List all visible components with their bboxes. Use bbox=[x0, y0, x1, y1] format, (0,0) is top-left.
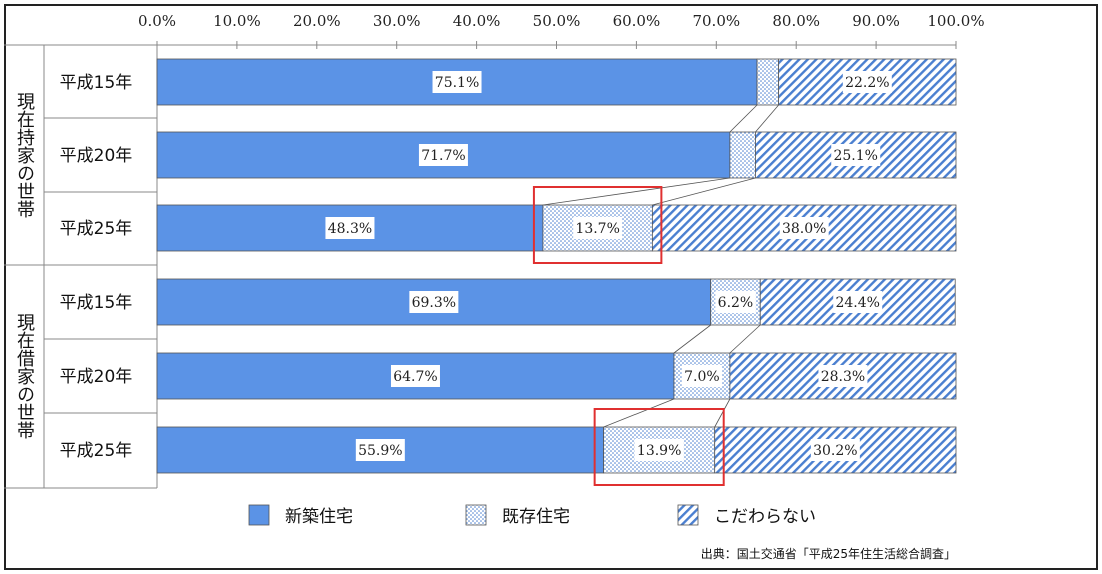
value-label: 13.9% bbox=[637, 443, 681, 459]
row-label: 平成20年 bbox=[60, 146, 133, 166]
row-label: 平成20年 bbox=[60, 367, 133, 387]
value-label: 71.7% bbox=[421, 148, 465, 164]
value-label-bg bbox=[779, 217, 829, 239]
legend-label: 新築住宅 bbox=[285, 507, 353, 527]
row-labels: 現在持家の世帯現在借家の世帯平成15年平成20年平成25年平成15年平成20年平… bbox=[4, 44, 157, 489]
bar-segment bbox=[729, 131, 756, 179]
value-label: 55.9% bbox=[358, 443, 402, 459]
legend: 新築住宅 既存住宅 こだわらない bbox=[248, 504, 816, 527]
connector-line bbox=[714, 398, 731, 428]
x-tick-label: 60.0% bbox=[613, 12, 661, 30]
value-label: 64.7% bbox=[393, 369, 437, 385]
value-label-bg bbox=[418, 144, 468, 166]
x-axis: 0.0% 10.0% 20.0% 30.0% 40.0% 50.0% 60.0% 70.0% 8… bbox=[138, 12, 985, 488]
value-label-bg bbox=[390, 365, 440, 387]
row-label: 平成15年 bbox=[60, 293, 133, 313]
row-label: 平成25年 bbox=[60, 219, 133, 239]
x-tick-label: 70.0% bbox=[692, 12, 740, 30]
legend-swatch bbox=[465, 504, 487, 526]
row-label: 平成25年 bbox=[60, 441, 133, 461]
value-label: 38.0% bbox=[782, 221, 826, 237]
chart-frame bbox=[4, 4, 1098, 570]
legend-label: こだわらない bbox=[714, 507, 816, 527]
value-label: 7.0% bbox=[684, 369, 720, 385]
x-tick-label: 40.0% bbox=[453, 12, 501, 30]
x-tick-label: 30.0% bbox=[373, 12, 421, 30]
value-label: 28.3% bbox=[821, 369, 865, 385]
value-label-bg bbox=[325, 217, 375, 239]
x-tick-label: 90.0% bbox=[852, 12, 900, 30]
value-label-bg bbox=[818, 365, 868, 387]
value-label-bg bbox=[681, 365, 723, 387]
highlight-box bbox=[532, 186, 663, 264]
connector-line bbox=[755, 104, 779, 133]
legend-label: 既存住宅 bbox=[502, 507, 570, 527]
value-label: 6.2% bbox=[718, 295, 754, 311]
x-tick-label: 10.0% bbox=[213, 12, 261, 30]
value-label: 69.3% bbox=[412, 295, 456, 311]
x-tick-label: 100.0% bbox=[927, 12, 984, 30]
value-label-bg bbox=[833, 291, 883, 313]
x-tick-label: 50.0% bbox=[533, 12, 581, 30]
group-label: 現在持家の世帯 bbox=[14, 92, 35, 218]
x-tick-label: 80.0% bbox=[772, 12, 820, 30]
value-label: 24.4% bbox=[835, 295, 879, 311]
value-label-bg bbox=[573, 217, 623, 239]
connector-line bbox=[652, 177, 756, 206]
value-label-bg bbox=[810, 439, 860, 461]
value-label-bg bbox=[432, 71, 482, 93]
value-label-bg bbox=[355, 439, 405, 461]
value-label-bg bbox=[409, 291, 459, 313]
connector-line bbox=[729, 324, 761, 354]
value-label: 30.2% bbox=[813, 443, 857, 459]
bar-segment bbox=[756, 58, 780, 106]
value-label-bg bbox=[634, 439, 684, 461]
bars: 75.1% 22.2% 71.7% 25.1% 48.3% 13.7% 38.0% 69.3%… bbox=[156, 58, 957, 486]
x-tick-label: 0.0% bbox=[138, 12, 176, 30]
value-label: 13.7% bbox=[575, 221, 619, 237]
legend-swatch bbox=[677, 504, 699, 526]
connector-line bbox=[729, 104, 758, 133]
value-label: 25.1% bbox=[833, 148, 877, 164]
legend-swatch bbox=[248, 504, 270, 526]
value-label: 22.2% bbox=[845, 75, 889, 91]
row-label: 平成15年 bbox=[60, 73, 133, 93]
value-label-bg bbox=[715, 291, 756, 313]
value-label-bg bbox=[831, 144, 881, 166]
connector-line bbox=[673, 324, 711, 354]
source-note: 出典：国土交通省「平成25年住生活総合調査」 bbox=[701, 546, 956, 561]
value-label: 75.1% bbox=[435, 75, 479, 91]
value-label-bg bbox=[842, 71, 892, 93]
connector-line bbox=[603, 398, 675, 428]
connector-line bbox=[542, 177, 730, 206]
highlight-box bbox=[593, 408, 725, 486]
group-label: 現在借家の世帯 bbox=[14, 313, 35, 439]
value-label: 48.3% bbox=[328, 221, 372, 237]
x-tick-label: 20.0% bbox=[293, 12, 341, 30]
